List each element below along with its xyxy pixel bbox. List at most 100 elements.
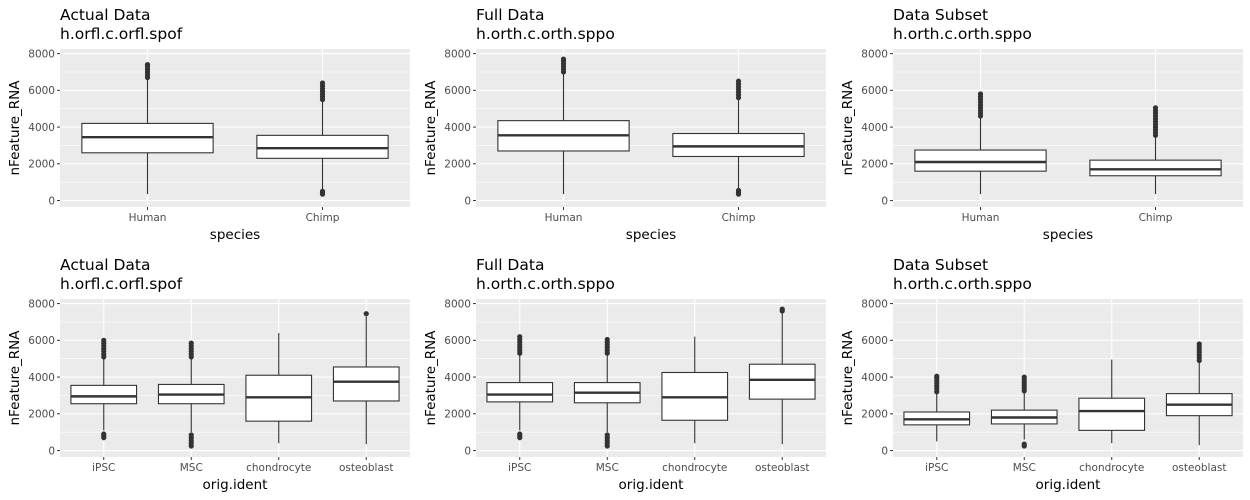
y-tick-label: 2000 bbox=[861, 409, 888, 421]
y-axis-label: nFeature_RNA bbox=[423, 330, 439, 426]
y-tick-label: 4000 bbox=[444, 122, 471, 134]
chart-subtitle: h.orth.c.orth.sppo bbox=[476, 275, 615, 293]
box-human bbox=[81, 62, 214, 195]
y-tick-label: 6000 bbox=[28, 335, 55, 347]
box-osteoblast bbox=[1165, 341, 1233, 446]
outlier-point bbox=[188, 340, 194, 346]
outlier-point bbox=[319, 188, 326, 194]
x-tick-label: Human bbox=[129, 212, 167, 224]
box-iqr bbox=[672, 132, 805, 158]
chart-title: Data Subset bbox=[893, 256, 988, 274]
y-tick-label: 6000 bbox=[861, 85, 888, 97]
outlier-point bbox=[319, 80, 326, 86]
x-axis-label: orig.ident bbox=[619, 477, 684, 493]
x-tick-label: MSC bbox=[1013, 462, 1036, 474]
y-axis-label: nFeature_RNA bbox=[7, 330, 23, 426]
y-tick-label: 2000 bbox=[444, 409, 471, 421]
y-tick-label: 6000 bbox=[444, 335, 471, 347]
y-tick-label: 8000 bbox=[28, 48, 55, 60]
x-axis-label: species bbox=[626, 227, 676, 243]
box-msc bbox=[573, 336, 641, 449]
box-chondrocyte bbox=[245, 332, 313, 444]
y-tick-label: 0 bbox=[48, 445, 55, 457]
y-axis-label: nFeature_RNA bbox=[423, 80, 439, 176]
y-axis-label: nFeature_RNA bbox=[840, 80, 856, 176]
box-iqr bbox=[748, 363, 816, 400]
x-tick-label: Human bbox=[962, 212, 1000, 224]
y-tick-label: 0 bbox=[881, 445, 888, 457]
outlier-point bbox=[101, 431, 107, 437]
y-tick-label: 8000 bbox=[861, 298, 888, 310]
y-tick-label: 6000 bbox=[444, 85, 471, 97]
y-tick-label: 8000 bbox=[444, 48, 471, 60]
y-tick-label: 4000 bbox=[444, 372, 471, 384]
x-axis-label: orig.ident bbox=[1036, 477, 1101, 493]
x-tick-label: osteoblast bbox=[339, 462, 394, 474]
outlier-point bbox=[735, 187, 742, 194]
y-tick-label: 0 bbox=[464, 445, 471, 457]
outlier-point bbox=[517, 334, 523, 340]
y-tick-label: 4000 bbox=[861, 122, 888, 134]
y-axis-label: nFeature_RNA bbox=[7, 80, 23, 176]
box-iqr bbox=[1089, 159, 1222, 177]
outlier-point bbox=[188, 432, 194, 438]
outlier-point bbox=[1021, 374, 1027, 380]
outlier-point bbox=[604, 336, 610, 343]
x-tick-label: chondrocyte bbox=[662, 462, 727, 474]
x-tick-label: chondrocyte bbox=[246, 462, 311, 474]
box-iqr bbox=[914, 149, 1047, 172]
outlier-point bbox=[1021, 441, 1027, 447]
box-msc bbox=[157, 340, 225, 449]
box-chimp bbox=[672, 78, 805, 197]
box-chondrocyte bbox=[661, 336, 729, 444]
x-tick-label: chondrocyte bbox=[1079, 462, 1144, 474]
chart-subtitle: h.orfl.c.orfl.spof bbox=[60, 275, 183, 293]
outlier-point bbox=[934, 373, 940, 379]
box-chimp bbox=[1089, 105, 1222, 195]
box-iqr bbox=[256, 134, 389, 159]
x-tick-label: MSC bbox=[596, 462, 619, 474]
outlier-point bbox=[977, 91, 984, 97]
y-tick-label: 0 bbox=[48, 195, 55, 207]
chart-subtitle: h.orth.c.orth.sppo bbox=[893, 275, 1032, 293]
box-human bbox=[497, 56, 630, 195]
y-tick-label: 2000 bbox=[861, 159, 888, 171]
outlier-point bbox=[735, 78, 742, 84]
y-tick-label: 8000 bbox=[28, 298, 55, 310]
outlier-point bbox=[560, 56, 567, 62]
chart-title: Full Data bbox=[476, 256, 544, 274]
box-human bbox=[914, 91, 1047, 195]
y-tick-label: 0 bbox=[464, 195, 471, 207]
box-ipsc bbox=[903, 373, 971, 442]
x-tick-label: iPSC bbox=[92, 462, 115, 474]
box-iqr bbox=[1078, 397, 1146, 431]
outlier-point bbox=[517, 431, 523, 437]
y-tick-label: 2000 bbox=[28, 159, 55, 171]
box-osteoblast bbox=[748, 306, 816, 445]
x-tick-label: MSC bbox=[180, 462, 203, 474]
box-chimp bbox=[256, 80, 389, 197]
box-msc bbox=[990, 374, 1058, 449]
y-tick-label: 4000 bbox=[28, 122, 55, 134]
y-tick-label: 8000 bbox=[861, 48, 888, 60]
x-tick-label: Chimp bbox=[1139, 212, 1173, 224]
box-chondrocyte bbox=[1078, 359, 1146, 444]
box-iqr bbox=[332, 366, 400, 402]
x-tick-label: iPSC bbox=[925, 462, 948, 474]
box-iqr bbox=[70, 384, 138, 405]
x-tick-label: Human bbox=[545, 212, 583, 224]
x-axis-label: species bbox=[1043, 227, 1093, 243]
chart-title: Full Data bbox=[476, 6, 544, 24]
y-tick-label: 6000 bbox=[861, 335, 888, 347]
y-tick-label: 6000 bbox=[28, 85, 55, 97]
x-axis-label: orig.ident bbox=[203, 477, 268, 493]
chart-subtitle: h.orth.c.orth.sppo bbox=[476, 25, 615, 43]
y-tick-label: 2000 bbox=[28, 409, 55, 421]
chart-title: Actual Data bbox=[60, 256, 151, 274]
